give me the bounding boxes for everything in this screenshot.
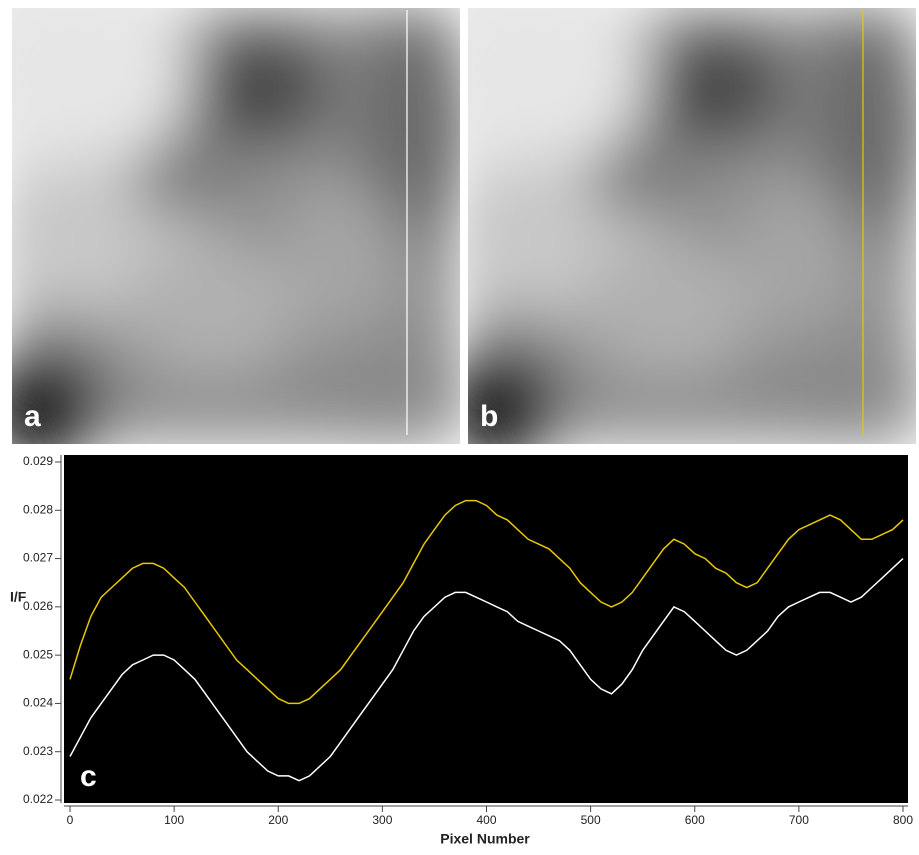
panel-label: a	[24, 400, 41, 433]
y-tick-label: 0.025	[23, 647, 53, 661]
panel-label: b	[480, 400, 498, 433]
data-line	[69, 499, 904, 705]
x-tick-label: 100	[164, 813, 184, 827]
x-tick-label: 200	[268, 813, 288, 827]
y-tick-label: 0.023	[23, 744, 53, 758]
x-tick-label: 300	[372, 813, 392, 827]
x-tick-label: 500	[581, 813, 601, 827]
panel-label: c	[80, 760, 97, 793]
x-tick-label: 400	[476, 813, 496, 827]
x-tick-label: 700	[789, 813, 809, 827]
data-line	[69, 558, 904, 782]
y-axis-label: I/F	[10, 589, 27, 605]
image-a	[12, 8, 460, 444]
y-tick-label: 0.027	[23, 551, 53, 565]
y-tick-label: 0.028	[23, 502, 53, 516]
y-tick-label: 0.029	[23, 454, 53, 468]
x-axis-label: Pixel Number	[440, 831, 530, 847]
y-tick-label: 0.024	[23, 696, 53, 710]
x-tick-label: 0	[67, 813, 74, 827]
image-b	[468, 8, 916, 444]
x-tick-label: 600	[685, 813, 705, 827]
y-tick-label: 0.022	[23, 792, 53, 806]
y-tick-label: 0.026	[23, 599, 53, 613]
plot-area	[64, 455, 908, 803]
x-tick-label: 800	[893, 813, 913, 827]
